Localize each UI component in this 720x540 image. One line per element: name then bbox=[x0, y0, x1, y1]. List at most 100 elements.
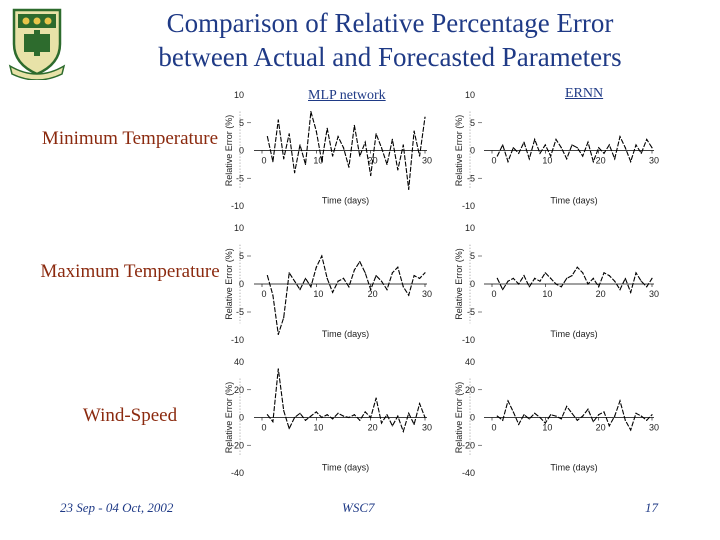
y-tick-label-2-0: 10 bbox=[465, 90, 475, 100]
series-line-6 bbox=[496, 399, 653, 432]
x-axis-label-2: Time (days) bbox=[550, 196, 597, 206]
data-point-1-13 bbox=[332, 155, 334, 157]
y-tick-label-2-4: -10 bbox=[462, 201, 475, 211]
y-tick-label-4-0: 10 bbox=[465, 223, 475, 233]
x-tick-label-1-0: 0 bbox=[261, 156, 266, 166]
y-tick-label-3-3: -5 bbox=[236, 307, 244, 317]
data-point-3-29 bbox=[418, 277, 421, 279]
data-point-2-4 bbox=[512, 147, 514, 149]
series-line-2 bbox=[496, 134, 653, 164]
data-point-1-20 bbox=[370, 174, 372, 177]
data-point-3-22 bbox=[380, 280, 383, 282]
data-point-4-1 bbox=[496, 277, 498, 279]
data-point-5-6 bbox=[294, 416, 296, 419]
y-tick-label-3-4: -10 bbox=[231, 335, 244, 345]
data-point-6-18 bbox=[587, 408, 589, 410]
x-tick-label-3-1: 10 bbox=[313, 289, 323, 299]
data-point-3-7 bbox=[299, 289, 301, 291]
y-axis-label-1: Relative Error (%) bbox=[224, 115, 234, 187]
data-point-6-3 bbox=[507, 400, 509, 402]
data-point-2-22 bbox=[608, 144, 610, 146]
x-tick-label-4-3: 30 bbox=[649, 289, 659, 299]
data-point-2-17 bbox=[582, 155, 584, 157]
data-point-6-4 bbox=[512, 411, 514, 413]
data-point-6-17 bbox=[582, 415, 584, 417]
data-point-5-16 bbox=[348, 416, 350, 419]
data-point-1-29 bbox=[418, 155, 421, 157]
data-point-5-2 bbox=[272, 421, 274, 423]
data-point-4-21 bbox=[603, 272, 605, 274]
data-point-1-4 bbox=[283, 158, 285, 160]
data-point-3-1 bbox=[266, 275, 269, 277]
title-line-2: between Actual and Forecasted Parameters bbox=[158, 42, 622, 72]
data-point-1-25 bbox=[397, 169, 399, 171]
data-point-4-16 bbox=[576, 266, 578, 268]
data-point-5-18 bbox=[359, 419, 361, 421]
x-tick-label-5-1: 10 bbox=[313, 423, 323, 433]
y-tick-label-5-1: 20 bbox=[234, 385, 244, 395]
data-point-2-29 bbox=[646, 138, 648, 140]
data-point-1-16 bbox=[348, 166, 350, 168]
data-point-1-8 bbox=[304, 163, 307, 165]
data-point-4-10 bbox=[544, 272, 546, 274]
x-tick-label-5-2: 20 bbox=[368, 423, 378, 433]
data-point-5-7 bbox=[299, 412, 301, 414]
data-point-4-11 bbox=[550, 277, 552, 279]
data-point-1-7 bbox=[299, 144, 301, 146]
data-point-3-11 bbox=[321, 255, 323, 257]
data-point-6-9 bbox=[539, 416, 541, 419]
y-tick-label-4-1: 5 bbox=[470, 251, 475, 261]
data-point-2-19 bbox=[592, 161, 594, 163]
data-point-5-4 bbox=[283, 409, 285, 412]
data-point-4-8 bbox=[534, 277, 536, 279]
data-point-1-27 bbox=[408, 188, 410, 190]
data-point-6-29 bbox=[646, 419, 648, 421]
x-tick-label-6-2: 20 bbox=[596, 423, 606, 433]
data-point-1-30 bbox=[424, 116, 426, 118]
data-point-6-28 bbox=[640, 415, 642, 417]
data-point-4-28 bbox=[640, 280, 642, 282]
data-point-3-2 bbox=[272, 294, 274, 296]
data-point-2-23 bbox=[614, 158, 616, 160]
data-point-2-15 bbox=[571, 144, 573, 146]
data-point-3-26 bbox=[402, 286, 404, 288]
data-point-6-19 bbox=[592, 421, 594, 423]
y-tick-label-3-2: 0 bbox=[239, 279, 244, 289]
data-point-5-8 bbox=[304, 419, 307, 421]
data-point-1-11 bbox=[321, 161, 323, 163]
data-point-4-27 bbox=[635, 272, 637, 274]
data-point-2-21 bbox=[603, 152, 605, 154]
series-line-3 bbox=[266, 254, 426, 335]
data-point-6-30 bbox=[651, 414, 653, 416]
data-point-6-26 bbox=[630, 429, 632, 431]
data-point-4-5 bbox=[518, 283, 520, 285]
data-point-3-5 bbox=[288, 272, 290, 274]
data-point-3-28 bbox=[413, 275, 415, 277]
data-point-2-7 bbox=[528, 158, 530, 160]
data-point-3-18 bbox=[359, 261, 361, 263]
data-point-1-26 bbox=[402, 144, 404, 146]
data-point-5-12 bbox=[326, 414, 328, 416]
data-point-2-5 bbox=[518, 152, 520, 154]
data-point-1-2 bbox=[272, 161, 274, 163]
y-tick-label-6-1: 20 bbox=[465, 385, 475, 395]
x-axis-label-3: Time (days) bbox=[322, 329, 369, 339]
data-point-1-15 bbox=[342, 147, 345, 149]
data-point-3-14 bbox=[337, 280, 339, 282]
data-point-2-11 bbox=[550, 155, 552, 157]
data-point-5-26 bbox=[402, 430, 404, 432]
data-point-2-18 bbox=[587, 141, 589, 143]
data-point-4-9 bbox=[539, 280, 541, 282]
y-axis-label-3: Relative Error (%) bbox=[224, 248, 234, 320]
x-tick-label-1-3: 30 bbox=[422, 156, 432, 166]
data-point-1-24 bbox=[391, 138, 393, 140]
data-point-6-6 bbox=[523, 414, 525, 416]
data-point-3-10 bbox=[315, 266, 317, 268]
data-point-4-3 bbox=[507, 280, 509, 282]
data-point-4-13 bbox=[560, 286, 562, 288]
data-point-4-14 bbox=[566, 277, 568, 279]
data-point-6-1 bbox=[496, 415, 498, 417]
data-point-1-10 bbox=[315, 130, 317, 132]
y-tick-label-2-1: 5 bbox=[470, 118, 475, 128]
data-point-6-23 bbox=[614, 415, 616, 417]
